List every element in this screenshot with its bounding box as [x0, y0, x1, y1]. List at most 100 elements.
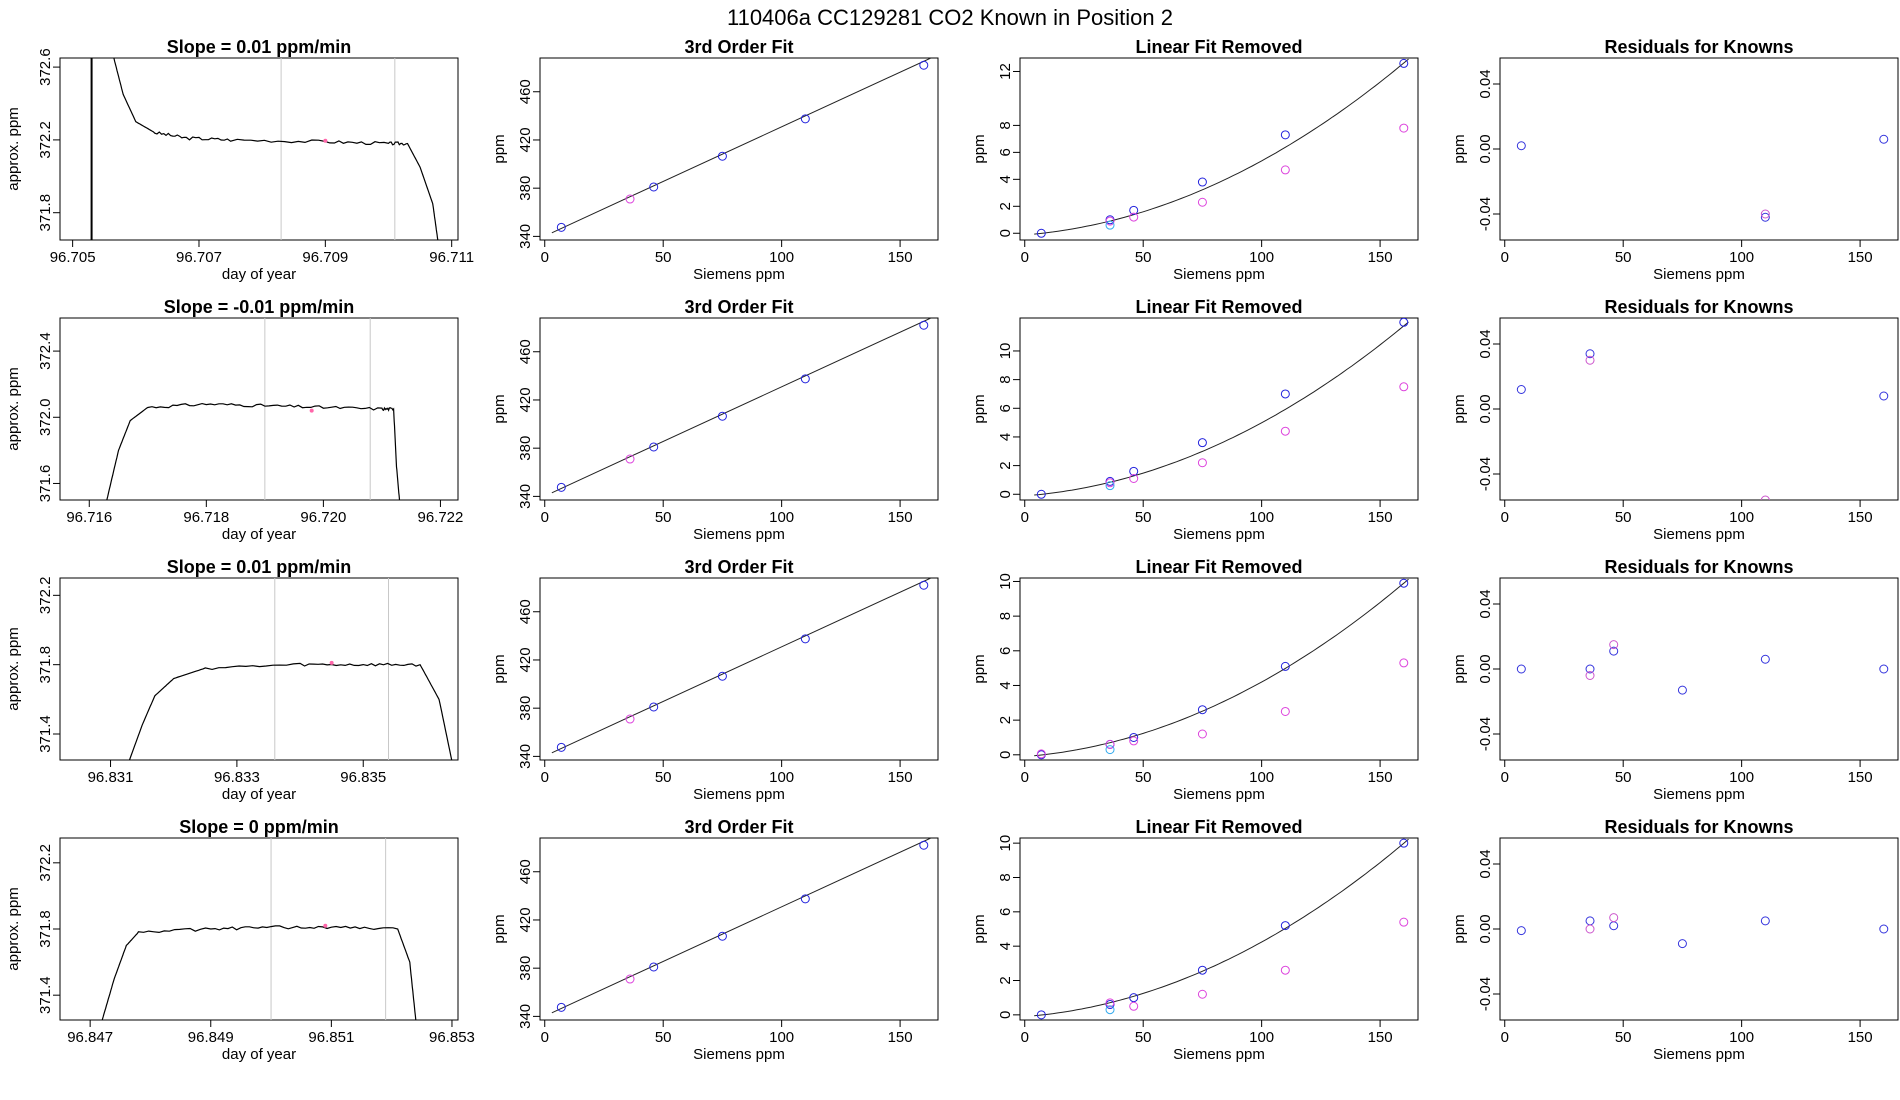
fit-curve: [1034, 321, 1409, 496]
x-tick-label: 100: [1729, 769, 1754, 786]
x-tick-label: 150: [1368, 509, 1393, 526]
plot-frame: [1019, 577, 1419, 761]
mean-marker: [323, 923, 328, 928]
x-axis-label: day of year: [222, 786, 296, 803]
data-point: [625, 194, 635, 204]
data-point: [800, 634, 810, 644]
y-tick-label: 6: [997, 908, 1014, 916]
plot-frame: [59, 577, 459, 761]
data-point: [1280, 130, 1290, 140]
data-point: [1280, 389, 1290, 399]
x-tick-label: 100: [769, 769, 794, 786]
panel-title: Residuals for Knowns: [1604, 297, 1793, 317]
data-point: [1129, 466, 1139, 476]
data-point: [1399, 123, 1409, 133]
data-point: [1105, 998, 1115, 1008]
panel-title: Residuals for Knowns: [1604, 37, 1793, 57]
fit-curve: [1034, 838, 1409, 1017]
data-point: [1516, 385, 1526, 394]
data-point: [1129, 736, 1139, 746]
x-tick-label: 100: [769, 249, 794, 266]
y-tick-label: 0: [997, 751, 1014, 759]
data-point: [1760, 495, 1770, 500]
data-point: [919, 320, 929, 330]
y-axis-label: ppm: [1451, 914, 1468, 943]
x-tick-label: 100: [769, 509, 794, 526]
x-tick-label: 100: [769, 1029, 794, 1046]
y-axis-label: ppm: [971, 134, 988, 163]
panel-title: Linear Fit Removed: [1135, 557, 1302, 577]
data-point: [1129, 212, 1139, 222]
plot-area: [101, 838, 417, 1020]
y-tick-label: 0.04: [1477, 329, 1494, 358]
y-tick-label: 0: [997, 490, 1014, 498]
data-point: [1280, 165, 1290, 175]
plot-frame: [539, 317, 939, 501]
data-point: [919, 840, 929, 850]
plot-area: [551, 318, 932, 494]
plot-frame: [539, 57, 939, 241]
data-point: [1197, 438, 1207, 448]
x-axis-label: day of year: [222, 266, 296, 283]
fit-line: [551, 578, 932, 754]
x-axis-label: Siemens ppm: [693, 786, 785, 803]
y-tick-label: 2: [997, 716, 1014, 724]
x-axis-label: Siemens ppm: [1173, 526, 1265, 543]
plot-frame: [1019, 57, 1419, 241]
data-point: [1760, 654, 1770, 664]
y-tick-label: 8: [997, 375, 1014, 383]
x-tick-label: 0: [541, 509, 549, 526]
y-tick-label: 4: [997, 681, 1014, 689]
panel-title: Linear Fit Removed: [1135, 37, 1302, 57]
panel-r2c2: 3rd Order Fit 0 50 100 150 340 380 420 460 Siemen…: [491, 297, 939, 543]
plot-area: [1516, 913, 1889, 949]
x-tick-label: 96.835: [340, 769, 386, 786]
fit-line: [551, 838, 932, 1014]
y-tick-label: 4: [997, 433, 1014, 441]
data-point: [1760, 212, 1770, 222]
x-tick-label: 96.720: [300, 509, 346, 526]
x-tick-label: 50: [1615, 1029, 1632, 1046]
panel-grid: Slope = 0.01 ppm/min 96.705 96.707 96.709 96…: [5, 37, 1899, 1063]
x-tick-label: 96.716: [66, 509, 112, 526]
panel-r3c4: Residuals for Knowns 0 50 100 150 -0.04 0.00 0.…: [1451, 557, 1899, 803]
x-tick-label: 0: [541, 249, 549, 266]
data-point: [1280, 706, 1290, 716]
data-point: [1197, 989, 1207, 999]
data-point: [1105, 739, 1115, 749]
data-point: [1585, 664, 1595, 674]
x-tick-label: 150: [1848, 1029, 1873, 1046]
y-tick-label: 372.0: [37, 398, 54, 436]
x-tick-label: 0: [1501, 769, 1509, 786]
x-axis-label: day of year: [222, 1046, 296, 1063]
y-tick-label: 10: [997, 835, 1014, 852]
x-axis-label: day of year: [222, 526, 296, 543]
x-tick-label: 150: [1368, 769, 1393, 786]
x-tick-label: 0: [1021, 249, 1029, 266]
y-tick-label: 4: [997, 175, 1014, 183]
x-tick-label: 100: [1729, 509, 1754, 526]
concentration-trace: [106, 402, 401, 500]
data-point: [1399, 578, 1409, 588]
y-tick-label: 8: [997, 873, 1014, 881]
x-tick-label: 0: [1021, 509, 1029, 526]
x-tick-label: 96.847: [67, 1029, 113, 1046]
data-point: [1036, 228, 1046, 238]
data-point: [1399, 658, 1409, 668]
data-point: [1105, 478, 1115, 488]
data-point: [1760, 209, 1770, 219]
concentration-trace: [101, 925, 417, 1020]
y-tick-label: 420: [517, 387, 534, 412]
y-tick-label: 380: [517, 176, 534, 201]
x-tick-label: 100: [1249, 769, 1274, 786]
plot-area: [90, 58, 439, 240]
figure-title: 110406a CC129281 CO2 Known in Position 2: [727, 5, 1173, 30]
x-tick-label: 50: [1615, 769, 1632, 786]
panel-title: 3rd Order Fit: [684, 37, 793, 57]
x-tick-label: 150: [888, 769, 913, 786]
y-tick-label: 380: [517, 956, 534, 981]
y-tick-label: 0.04: [1477, 849, 1494, 878]
panel-title: Residuals for Knowns: [1604, 817, 1793, 837]
